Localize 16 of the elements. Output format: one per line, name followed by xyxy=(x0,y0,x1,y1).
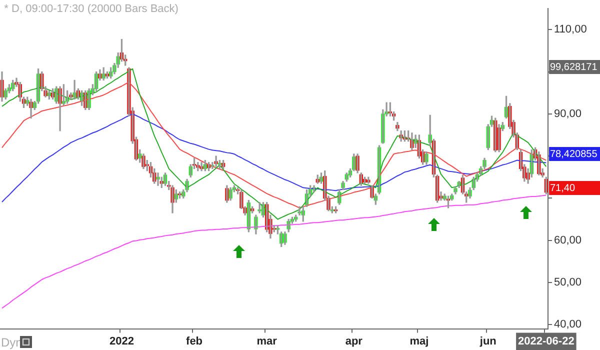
y-tick-label: 60,00 xyxy=(554,234,582,246)
y-tick-label: 90,00 xyxy=(554,108,582,120)
x-tick-label: jun xyxy=(478,335,497,348)
y-tick-label: 50,00 xyxy=(554,276,582,288)
chart-title: * D, 09:00-17:30 (20000 Bars Back) xyxy=(4,3,178,16)
y-tick-label: 110,00 xyxy=(554,24,587,36)
x-tick-label: feb xyxy=(186,335,203,348)
text: 78,420855 xyxy=(550,148,598,160)
x-tick-label: apr xyxy=(345,335,364,348)
text: 99,628171 xyxy=(550,62,598,73)
x-tick-label: mar xyxy=(256,335,278,348)
x-tick-label: 2022 xyxy=(109,335,134,348)
y-tick-label: 40,00 xyxy=(554,318,582,331)
x-tick-label: maj xyxy=(410,335,429,348)
text: 71,40 xyxy=(550,182,576,194)
x-tick-label: 2022-06-22 xyxy=(518,335,574,348)
